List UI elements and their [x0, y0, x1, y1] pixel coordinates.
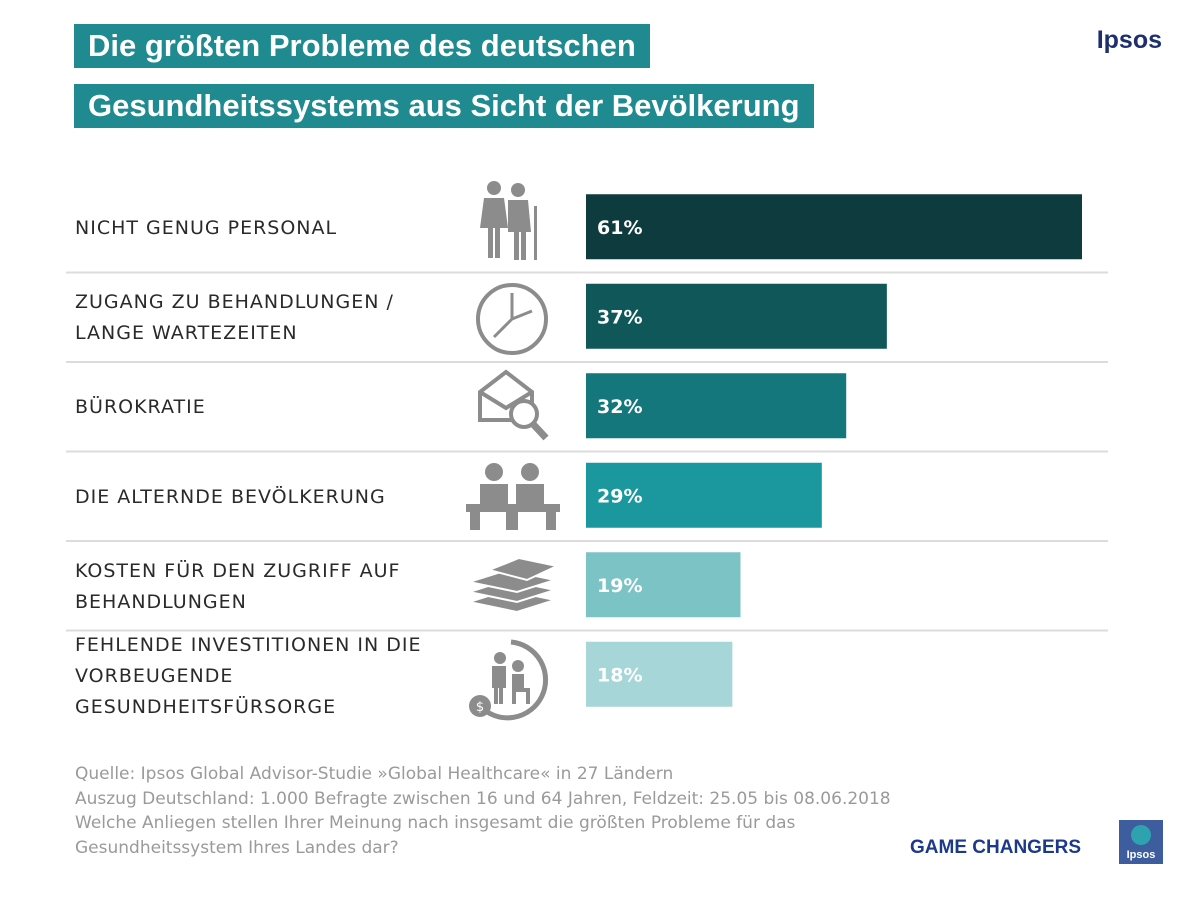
bar-3 [586, 373, 847, 439]
category-label-1: NICHT GENUG PERSONAL [75, 217, 338, 240]
bar-1 [586, 194, 1082, 260]
money-stack-icon [465, 556, 561, 614]
title-line-2: Gesundheitssystems aus Sicht der Bevölke… [74, 84, 814, 128]
logo-circle-icon [1131, 825, 1151, 845]
currency-symbol-icon: $ [476, 700, 484, 715]
bar-4 [586, 462, 822, 528]
bar-value-label-3: 32% [597, 396, 642, 418]
game-changers-tagline: GAME CHANGERS [910, 837, 1082, 858]
clock-icon [476, 283, 548, 355]
bar-2 [586, 283, 887, 349]
category-label-4: DIE ALTERNDE BEVÖLKERUNG [75, 485, 386, 508]
seated-elderly-icon [466, 463, 560, 530]
source-note: Quelle: Ipsos Global Advisor-Studie »Glo… [75, 762, 1005, 860]
category-label-3: BÜROKRATIE [75, 396, 206, 419]
bar-value-label-5: 19% [597, 575, 642, 597]
ipsos-brand-logo: Ipsos [1096, 26, 1162, 54]
question-line-2: Gesundheitssystem Ihres Landes dar? [75, 837, 399, 858]
ipsos-logo-box: Ipsos [1119, 820, 1163, 864]
title-line-1: Die größten Probleme des deutschen [74, 24, 650, 68]
source-line: Quelle: Ipsos Global Advisor-Studie »Glo… [75, 764, 674, 784]
category-label-2: ZUGANG ZU BEHANDLUNGEN / LANGE WARTEZEIT… [75, 291, 394, 345]
sample-line: Auszug Deutschland: 1.000 Befragte zwisc… [75, 788, 891, 809]
envelope-search-icon [478, 369, 549, 441]
bar-value-label-6: 18% [597, 664, 642, 686]
care-cycle-icon: $ [469, 639, 549, 721]
bar-5 [586, 552, 741, 618]
bar-6 [586, 641, 733, 707]
logo-label: Ipsos [1126, 849, 1156, 861]
category-label-5: KOSTEN FÜR DEN ZUGRIFF AUF BEHANDLUNGEN [75, 559, 401, 613]
bar-value-label-2: 37% [597, 306, 642, 328]
bar-value-label-4: 29% [597, 485, 642, 507]
category-label-6: FEHLENDE INVESTITIONEN IN DIE VORBEUGEND… [75, 633, 422, 718]
elderly-couple-icon [480, 181, 537, 260]
question-line-1: Welche Anliegen stellen Ihrer Meinung na… [75, 813, 796, 833]
bar-value-label-1: 61% [597, 217, 642, 239]
